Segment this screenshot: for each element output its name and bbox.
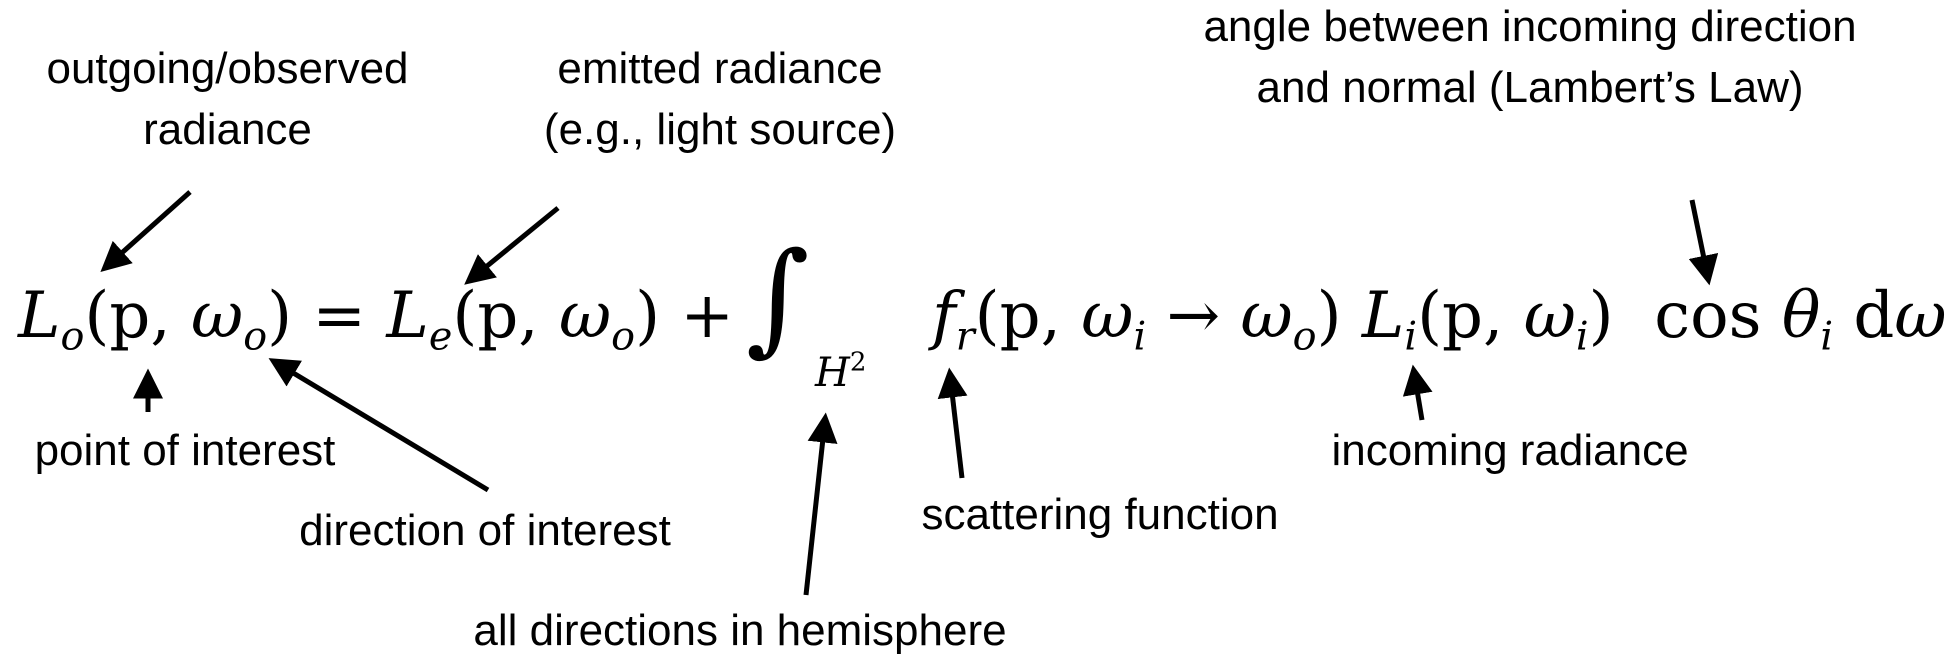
label-hemisphere: all directions in hemisphere — [473, 606, 1007, 655]
term-differential-solid-angle: dωi — [1853, 279, 1946, 353]
integral-sign: ∫ — [746, 226, 810, 368]
arrow-incoming — [1402, 364, 1433, 421]
label-incoming-radiance: incoming radiance — [1331, 426, 1689, 475]
term-emitted-radiance: Le — [386, 279, 453, 360]
label-scattering-function: scattering function — [921, 490, 1279, 539]
label-emitted-line1: emitted radiance — [557, 44, 883, 93]
term-scattering-function: fr — [932, 279, 975, 360]
term-outgoing-radiance: Lo — [18, 279, 85, 360]
arrow-angle — [1688, 199, 1719, 286]
arrow-direction — [268, 358, 490, 493]
integral-domain-h2: H2 — [815, 347, 867, 396]
label-emitted-line2: (e.g., light source) — [543, 105, 897, 154]
term-incoming-radiance: Li — [1361, 279, 1418, 360]
label-emitted-radiance: emitted radiance (e.g., light source) — [510, 38, 930, 160]
label-angle-line2: and normal (Lambert’s Law) — [1256, 63, 1804, 112]
label-outgoing-line1: outgoing/observed — [46, 44, 409, 93]
term-direction: ωo — [191, 279, 268, 360]
term-cosine: cos θi — [1654, 279, 1834, 360]
arrow-outgoing — [100, 190, 192, 272]
term-point: p — [109, 279, 151, 353]
arrow-emitted — [464, 206, 560, 285]
label-point-of-interest: point of interest — [34, 426, 336, 475]
label-angle-line1: angle between incoming direction — [1203, 2, 1857, 51]
arrow-scattering — [937, 367, 968, 479]
arrow-hemisphere — [803, 412, 838, 596]
label-angle-lambert: angle between incoming direction and nor… — [1120, 0, 1940, 118]
rendering-equation-integrand: fr(p, ωi → ωo) Li(p, ωi) cos θi dωi — [932, 284, 1946, 357]
rendering-equation: Lo(p, ωo) = Le(p, ωo) + — [18, 279, 734, 360]
label-outgoing-radiance: outgoing/observed radiance — [5, 38, 450, 160]
label-outgoing-line2: radiance — [143, 105, 312, 154]
label-direction-of-interest: direction of interest — [299, 506, 671, 555]
